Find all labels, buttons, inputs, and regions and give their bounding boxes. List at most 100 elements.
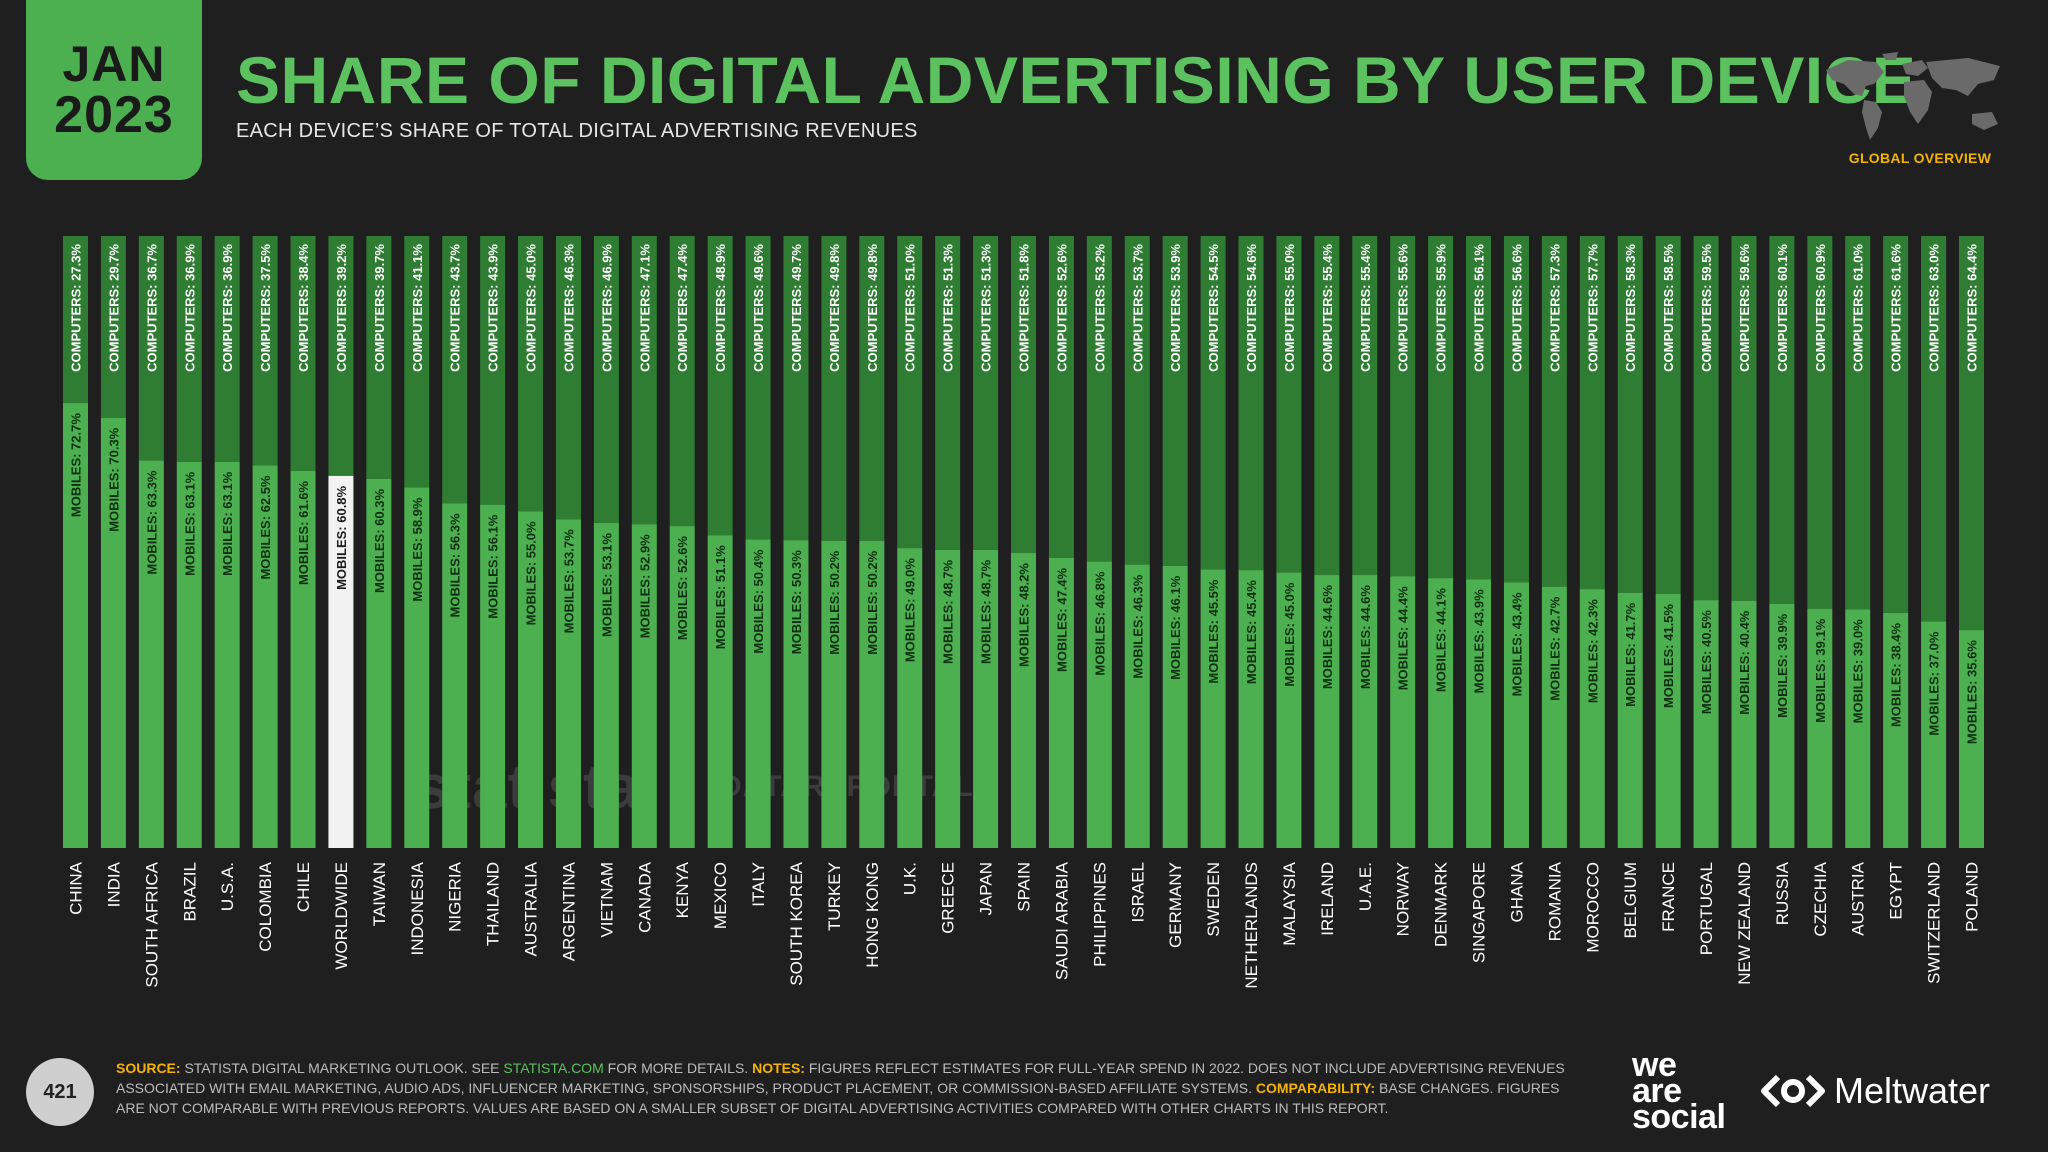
bar-mobiles (593, 523, 619, 848)
bar-computers (1845, 236, 1871, 610)
bar-mobiles (290, 471, 316, 848)
mobiles-value-label: MOBILES: 39.1% (1813, 618, 1828, 722)
bar-computers (821, 236, 847, 541)
category-tick-label: MOROCCO (1583, 862, 1602, 953)
computers-value-label: COMPUTERS: 55.6% (1396, 244, 1411, 372)
bar-computers (631, 236, 657, 525)
bar-computers (252, 236, 278, 466)
bar-computers (669, 236, 695, 527)
notes-label: NOTES: (752, 1060, 805, 1076)
bar-computers (328, 236, 354, 476)
computers-value-label: COMPUTERS: 49.6% (751, 244, 766, 372)
mobiles-value-label: MOBILES: 48.7% (941, 560, 956, 664)
bar-computers (138, 236, 164, 461)
mobiles-value-label: MOBILES: 44.6% (1358, 585, 1373, 689)
computers-value-label: COMPUTERS: 58.3% (1623, 244, 1638, 372)
computers-value-label: COMPUTERS: 51.0% (903, 244, 918, 372)
bar-mobiles (935, 549, 961, 848)
category-tick-label: MEXICO (711, 862, 730, 929)
mobiles-value-label: MOBILES: 55.0% (524, 521, 539, 625)
category-tick-label: SWITZERLAND (1925, 862, 1944, 984)
mobiles-value-label: MOBILES: 42.3% (1585, 599, 1600, 703)
mobiles-value-label: MOBILES: 62.5% (258, 475, 273, 579)
page-subtitle: EACH DEVICE’S SHARE OF TOTAL DIGITAL ADV… (236, 120, 918, 142)
computers-value-label: COMPUTERS: 56.1% (1472, 244, 1487, 372)
bar-computers (1086, 236, 1112, 562)
we-are-social-logo: we are social (1632, 1046, 1726, 1134)
bar-computers (214, 236, 240, 462)
mobiles-value-label: MOBILES: 40.4% (1737, 610, 1752, 714)
mobiles-value-label: MOBILES: 63.1% (182, 471, 197, 575)
notes-text: FIGURES REFLECT ESTIMATES FOR FULL-YEAR … (116, 1060, 1565, 1096)
bar-mobiles (252, 465, 278, 848)
mobiles-value-label: MOBILES: 44.6% (1320, 585, 1335, 689)
bar-computers (442, 236, 468, 504)
category-tick-label: SOUTH KOREA (787, 861, 806, 985)
category-tick-label: GHANA (1507, 861, 1526, 922)
category-tick-label: TURKEY (825, 862, 844, 931)
bar-computers (555, 236, 581, 520)
category-tick-label: WORLDWIDE (332, 862, 351, 970)
mobiles-value-label: MOBILES: 47.4% (1054, 567, 1069, 671)
category-tick-label: VIETNAM (597, 862, 616, 938)
mobiles-value-label: MOBILES: 48.2% (1017, 563, 1032, 667)
category-tick-label: FRANCE (1659, 862, 1678, 932)
bar-computers (783, 236, 809, 541)
computers-value-label: COMPUTERS: 60.1% (1775, 244, 1790, 372)
computers-value-label: COMPUTERS: 57.3% (1547, 244, 1562, 372)
category-tick-label: TAIWAN (370, 862, 389, 926)
bar-mobiles (1390, 576, 1416, 848)
bar-computers (593, 236, 619, 524)
computers-value-label: COMPUTERS: 64.4% (1965, 244, 1980, 372)
computers-value-label: COMPUTERS: 59.5% (1699, 244, 1714, 372)
bar-mobiles (1124, 564, 1150, 848)
bar-mobiles (669, 526, 695, 848)
mobiles-value-label: MOBILES: 63.1% (220, 471, 235, 575)
mobiles-value-label: MOBILES: 60.8% (334, 485, 349, 589)
mobiles-value-label: MOBILES: 46.3% (1130, 574, 1145, 678)
category-tick-label: SINGAPORE (1470, 862, 1489, 963)
mobiles-value-label: MOBILES: 45.0% (1282, 582, 1297, 686)
computers-value-label: COMPUTERS: 43.9% (486, 244, 501, 372)
bar-mobiles (100, 417, 126, 848)
category-tick-label: PHILIPPINES (1090, 862, 1109, 967)
source-link[interactable]: STATISTA.COM (503, 1060, 604, 1076)
category-tick-label: COLOMBIA (256, 861, 275, 951)
bar-computers (1921, 236, 1947, 622)
bar-mobiles (1883, 612, 1909, 848)
computers-value-label: COMPUTERS: 63.0% (1927, 244, 1942, 372)
comparability-label: COMPARABILITY: (1255, 1080, 1376, 1096)
bar-computers (1807, 236, 1833, 609)
bar-mobiles (1921, 621, 1947, 848)
bar-computers (100, 236, 126, 418)
mobiles-value-label: MOBILES: 49.0% (903, 558, 918, 662)
category-tick-label: KENYA (673, 861, 692, 918)
category-tick-label: CZECHIA (1811, 861, 1830, 936)
computers-value-label: COMPUTERS: 59.6% (1737, 244, 1752, 372)
bar-computers (1011, 236, 1036, 554)
bar-computers (897, 236, 923, 549)
mobiles-value-label: MOBILES: 38.4% (1889, 623, 1904, 727)
computers-value-label: COMPUTERS: 55.0% (1282, 244, 1297, 372)
comparability-text: BASE CHANGES. FIGURES ARE NOT COMPARABLE… (116, 1080, 1560, 1116)
category-tick-label: SOUTH AFRICA (142, 861, 161, 987)
category-tick-label: IRELAND (1318, 862, 1337, 936)
computers-value-label: COMPUTERS: 51.8% (1017, 244, 1032, 372)
computers-value-label: COMPUTERS: 54.6% (1244, 244, 1259, 372)
category-tick-label: SPAIN (1015, 862, 1034, 912)
bar-mobiles (745, 539, 771, 848)
logo-we: we (1632, 1046, 1677, 1084)
mobiles-value-label: MOBILES: 58.9% (410, 497, 425, 601)
category-tick-label: CHINA (67, 861, 86, 915)
bar-mobiles (821, 540, 847, 848)
computers-value-label: COMPUTERS: 54.5% (1206, 244, 1221, 372)
computers-value-label: COMPUTERS: 36.7% (144, 244, 159, 372)
mobiles-value-label: MOBILES: 45.4% (1244, 580, 1259, 684)
mobiles-value-label: MOBILES: 39.0% (1851, 619, 1866, 723)
mobiles-value-label: MOBILES: 46.1% (1168, 575, 1183, 679)
computers-value-label: COMPUTERS: 36.9% (182, 244, 197, 372)
category-tick-label: PORTUGAL (1697, 862, 1716, 955)
computers-value-label: COMPUTERS: 49.8% (827, 244, 842, 372)
category-tick-label: ARGENTINA (559, 861, 578, 961)
bar-mobiles (138, 460, 164, 848)
